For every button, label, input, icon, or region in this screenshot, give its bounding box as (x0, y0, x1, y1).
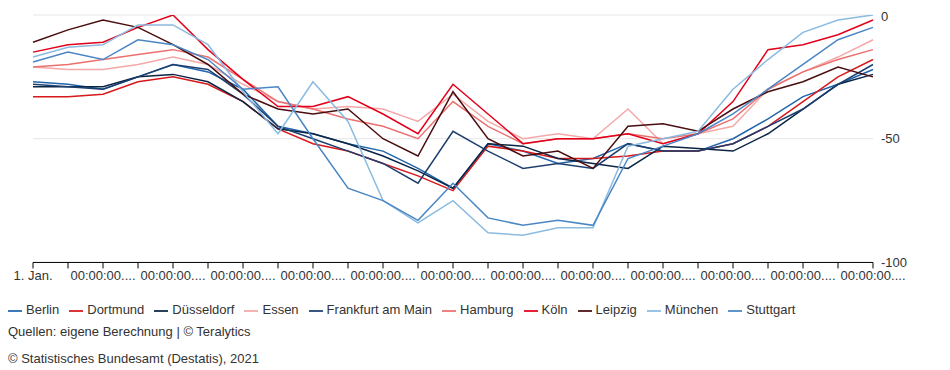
html-text:© Statistisches Bundesamt (Des: © Statistisches Bundesamt (Destatis), 20… (8, 351, 259, 366)
html-text:Stuttgart: Stuttgart (746, 302, 796, 318)
svg-text:00:00:00....: 00:00:00.... (70, 268, 135, 283)
svg-text:-50: -50 (881, 131, 900, 146)
html-text:Hamburg: Hamburg (460, 302, 514, 318)
svg-text:00:00:00....: 00:00:00.... (700, 268, 765, 283)
html-text:Dortmund: Dortmund (87, 302, 145, 318)
svg-text:00:00:00....: 00:00:00.... (280, 268, 345, 283)
html-text:Düsseldorf: Düsseldorf (172, 302, 235, 318)
svg-text:00:00:00....: 00:00:00.... (630, 268, 695, 283)
svg-text:0: 0 (881, 9, 888, 24)
html-text:Leipzig: Leipzig (595, 302, 637, 318)
svg-text:1. Jan.: 1. Jan. (13, 268, 52, 283)
svg-text:00:00:00....: 00:00:00.... (210, 268, 275, 283)
svg-text:-100: -100 (881, 255, 907, 270)
html-text:Frankfurt am Main: Frankfurt am Main (326, 302, 433, 318)
svg-text:00:00:00....: 00:00:00.... (140, 268, 205, 283)
html-text:Quellen: eigene Berechnung | ©: Quellen: eigene Berechnung | © Teralytic… (8, 324, 251, 339)
svg-text:00:00:00....: 00:00:00.... (770, 268, 835, 283)
svg-text:00:00:00....: 00:00:00.... (840, 267, 906, 283)
html-text:Köln: Köln (541, 302, 568, 318)
html-text:Berlin: Berlin (26, 302, 60, 318)
svg-text:00:00:00....: 00:00:00.... (420, 268, 485, 283)
svg-text:00:00:00....: 00:00:00.... (490, 268, 555, 283)
html-text:München: München (664, 302, 719, 318)
html-text:Essen: Essen (262, 302, 299, 318)
svg-text:00:00:00....: 00:00:00.... (350, 268, 415, 283)
svg-text:00:00:00....: 00:00:00.... (560, 268, 625, 283)
